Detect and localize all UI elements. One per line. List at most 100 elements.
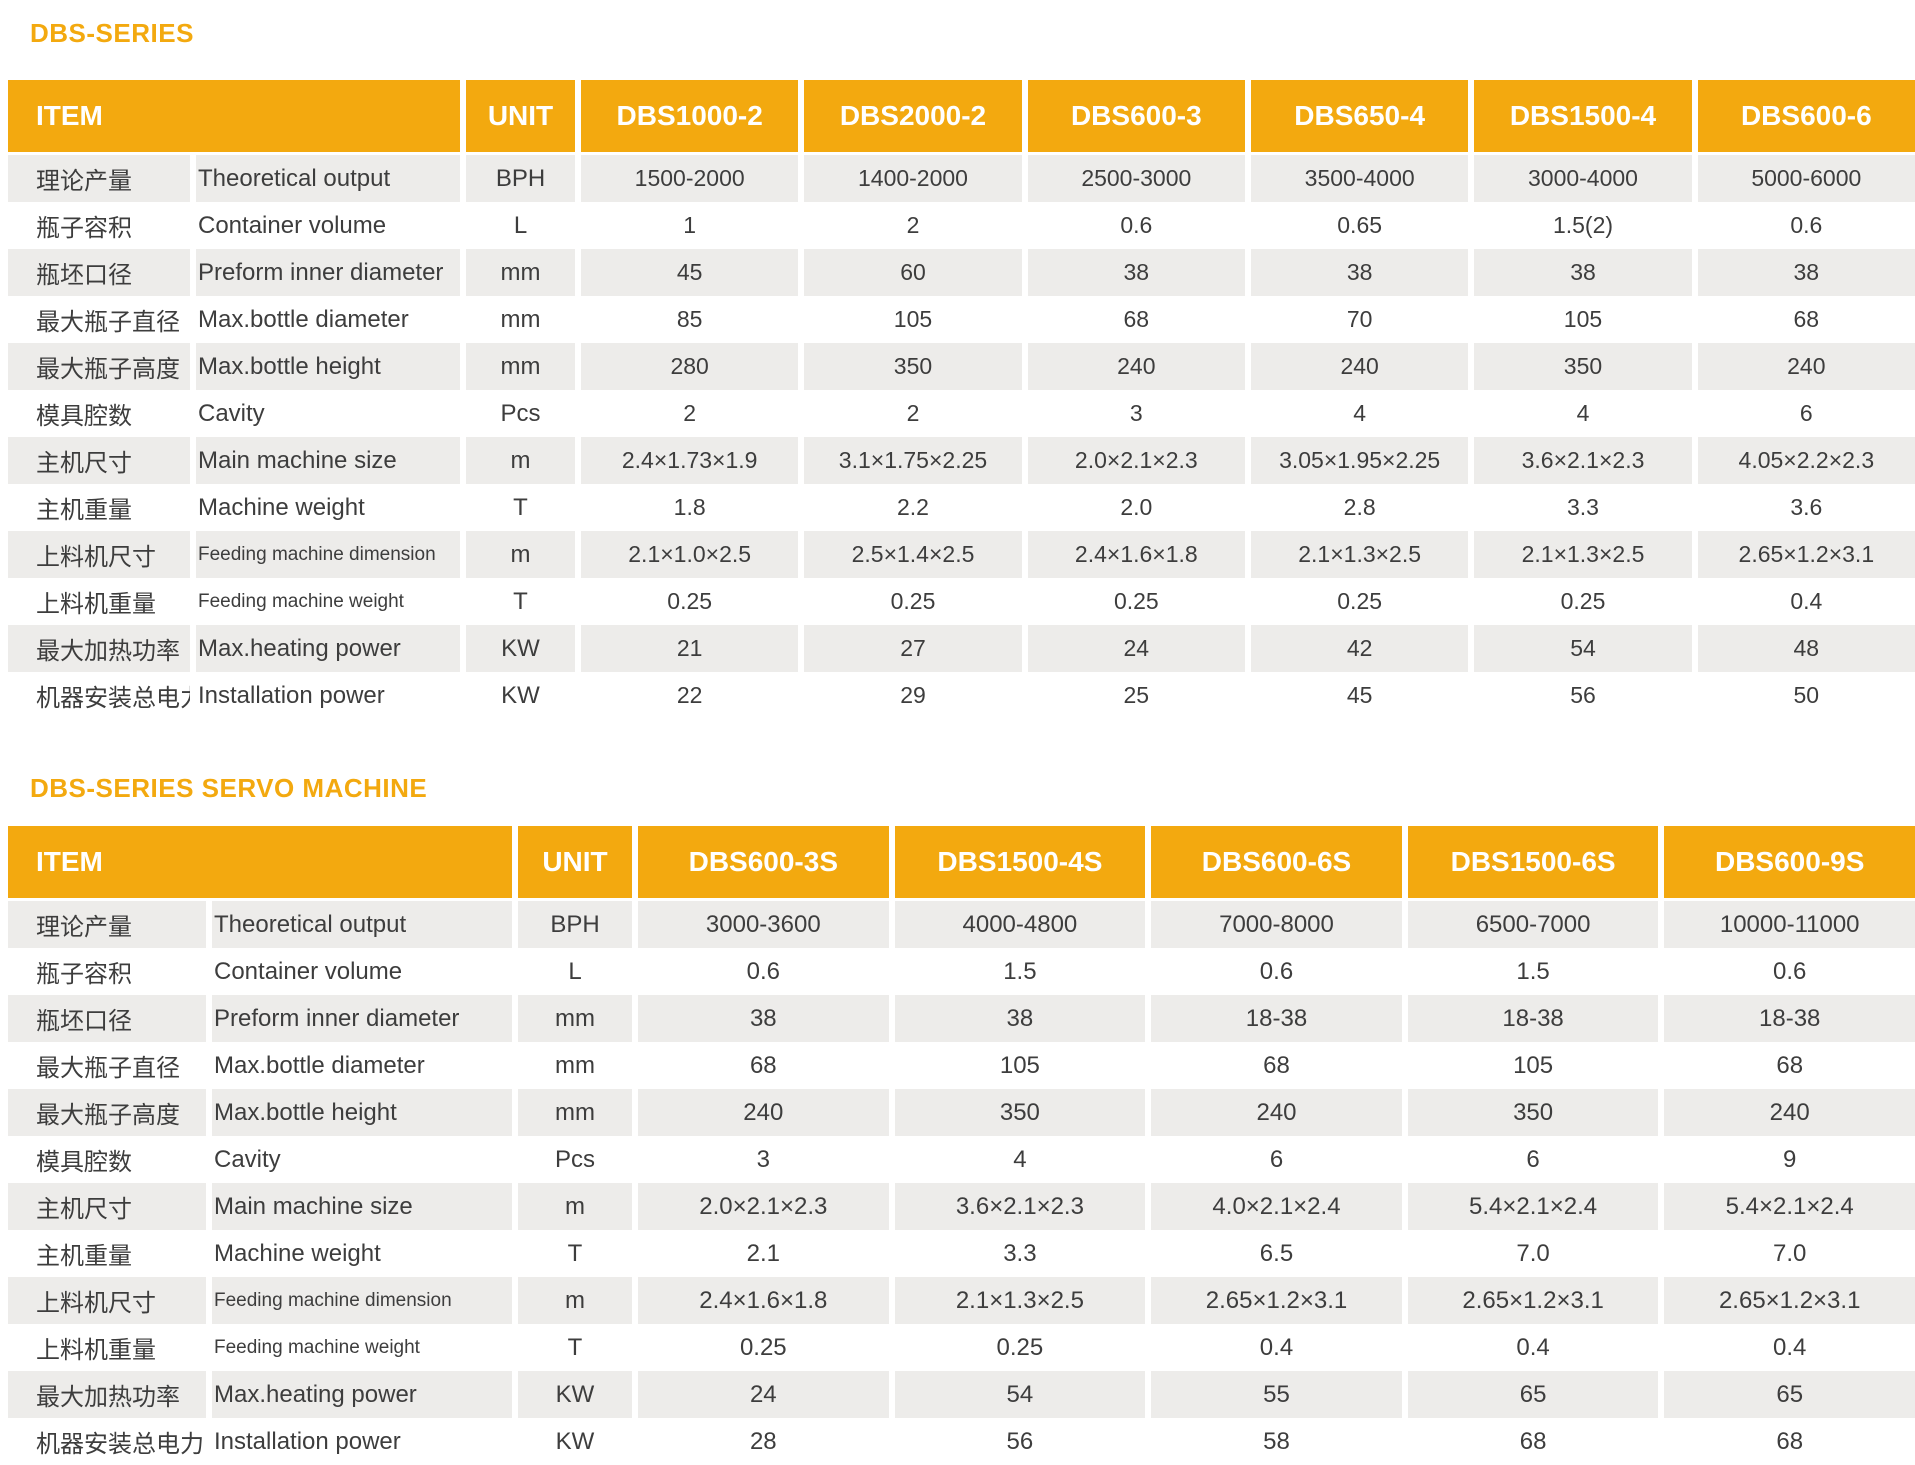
- item-label-en: Machine weight: [214, 1239, 381, 1267]
- spec-value: 0.6: [746, 957, 780, 985]
- spec-value: 0.4: [1259, 1333, 1294, 1361]
- table-row: 模具腔数 Cavity Pcs 2 2 3 4 4 6: [8, 390, 1915, 437]
- unit-value: Pcs: [554, 1145, 595, 1173]
- table-row: 上料机尺寸 Feeding machine dimension m 2.4×1.6×1…: [8, 1277, 1915, 1324]
- spec-value: 1.8: [673, 494, 706, 520]
- spec-value: 3: [756, 1145, 770, 1173]
- spec-value: 18-38: [1151, 995, 1402, 1042]
- item-label-en: Main machine size: [196, 437, 460, 484]
- spec-value: 0.25: [996, 1333, 1044, 1361]
- spec-value: 3.1×1.75×2.25: [804, 437, 1022, 484]
- spec-value: 9: [1783, 1145, 1797, 1173]
- spec-value: 22: [676, 682, 703, 708]
- spec-value: 0.25: [1337, 588, 1383, 614]
- spec-value: 54: [894, 1371, 1146, 1418]
- model-column-header: DBS2000-2: [804, 80, 1022, 152]
- item-label-en: Feeding machine dimension: [196, 531, 460, 578]
- unit-value: mm: [466, 343, 575, 390]
- item-label-zh: 瓶子容积: [36, 215, 132, 242]
- unit-value: mm: [500, 305, 541, 333]
- spec-value: 38: [1697, 249, 1915, 296]
- unit-value: T: [567, 1239, 583, 1267]
- table-row: 理论产量 Theoretical output BPH 3000-3600 4000-4…: [8, 901, 1915, 948]
- spec-value: 0.65: [1337, 212, 1383, 238]
- unit-value: T: [567, 1333, 583, 1361]
- model-column-header: DBS1500-4S: [894, 826, 1146, 898]
- model-column-header: DBS600-6S: [1151, 826, 1402, 898]
- spec-value: 7.0: [1773, 1239, 1807, 1267]
- spec-value: 5.4×2.1×2.4: [1407, 1183, 1659, 1230]
- item-label-en: Feeding machine dimension: [212, 1277, 512, 1324]
- table-row: 瓶子容积 Container volume L 0.6 1.5 0.6 1.5 0.6: [8, 948, 1915, 995]
- spec-value: 2.65×1.2×3.1: [1697, 531, 1915, 578]
- table-row: 最大加热功率 Max.heating power KW 21 27 24 42 54 48: [8, 625, 1915, 672]
- spec-value: 2500-3000: [1027, 155, 1245, 202]
- model-column-header: DBS1500-6S: [1407, 826, 1659, 898]
- item-label-zh: 主机尺寸: [8, 1183, 206, 1230]
- table-row: 最大瓶子高度 Max.bottle height mm 240 350 240 350 240: [8, 1089, 1915, 1136]
- spec-value: 240: [1027, 343, 1245, 390]
- spec-value: 0.6: [1259, 957, 1294, 985]
- spec-value: 27: [804, 625, 1022, 672]
- item-label-zh: 最大瓶子直径: [36, 1055, 180, 1082]
- spec-value: 5.4×2.1×2.4: [1664, 1183, 1915, 1230]
- table-row: 上料机重量 Feeding machine weight T 0.25 0.25 0.4 0…: [8, 1324, 1915, 1371]
- spec-value: 240: [1250, 343, 1469, 390]
- item-label-zh: 理论产量: [8, 155, 190, 202]
- spec-value: 45: [581, 249, 799, 296]
- spec-value: 2: [906, 212, 920, 238]
- table-header-row: ITEM UNIT DBS1000-2 DBS2000-2 DBS600-3 DBS650…: [8, 80, 1915, 152]
- spec-value: 68: [1263, 1051, 1290, 1079]
- model-column-header: DBS650-4: [1250, 80, 1469, 152]
- spec-value: 6.5: [1259, 1239, 1294, 1267]
- table-row: 主机尺寸 Main machine size m 2.4×1.73×1.9 3.1×1.…: [8, 437, 1915, 484]
- table-row: 最大瓶子直径 Max.bottle diameter mm 85 105 68 70 105 6…: [8, 296, 1915, 343]
- table-row: 最大瓶子高度 Max.bottle height mm 280 350 240 240 350…: [8, 343, 1915, 390]
- spec-value: 350: [1407, 1089, 1659, 1136]
- spec-value: 105: [1563, 306, 1603, 332]
- item-label-zh: 机器安装总电力: [36, 1431, 204, 1458]
- spec-value: 50: [1793, 682, 1820, 708]
- spec-value: 38: [1027, 249, 1245, 296]
- spec-value: 0.25: [1113, 588, 1159, 614]
- spec-value: 2.0×2.1×2.3: [638, 1183, 889, 1230]
- spec-value: 4: [1013, 1145, 1027, 1173]
- spec-value: 0.4: [1516, 1333, 1550, 1361]
- spec-value: 2.4×1.6×1.8: [638, 1277, 889, 1324]
- unit-value: KW: [555, 1427, 595, 1455]
- spec-value: 4000-4800: [894, 901, 1146, 948]
- unit-value: BPH: [518, 901, 632, 948]
- spec-value: 0.4: [1773, 1333, 1807, 1361]
- item-label-en: Feeding machine weight: [214, 1336, 420, 1358]
- item-label-en: Max.heating power: [196, 625, 460, 672]
- unit-value: BPH: [466, 155, 575, 202]
- spec-value: 3.6×2.1×2.3: [1474, 437, 1692, 484]
- table-row: 瓶坯口径 Preform inner diameter mm 45 60 38 38 38 38: [8, 249, 1915, 296]
- table-row: 最大瓶子直径 Max.bottle diameter mm 68 105 68 105 68: [8, 1042, 1915, 1089]
- spec-value: 68: [1793, 306, 1820, 332]
- item-label-en: Theoretical output: [212, 901, 512, 948]
- spec-value: 55: [1151, 1371, 1402, 1418]
- spec-value: 0.6: [1790, 212, 1823, 238]
- item-label-en: Installation power: [198, 681, 385, 709]
- item-label-zh: 瓶坯口径: [8, 249, 190, 296]
- spec-value: 2.5×1.4×2.5: [804, 531, 1022, 578]
- item-label-zh: 最大瓶子高度: [8, 1089, 206, 1136]
- item-label-zh: 主机重量: [36, 1243, 132, 1270]
- spec-value: 4: [1576, 400, 1590, 426]
- table-title-dbs-series-servo: DBS-SERIES SERVO MACHINE: [30, 773, 428, 803]
- item-label-zh: 理论产量: [8, 901, 206, 948]
- model-column-header: DBS600-3S: [638, 826, 889, 898]
- item-label-zh: 上料机重量: [36, 591, 156, 618]
- spec-value: 45: [1346, 682, 1373, 708]
- unit-value: m: [518, 1183, 632, 1230]
- table-row: 上料机重量 Feeding machine weight T 0.25 0.25 0.25…: [8, 578, 1915, 625]
- unit-value: Pcs: [500, 399, 541, 427]
- item-label-en: Max.bottle diameter: [214, 1051, 425, 1079]
- unit-value: T: [513, 587, 528, 615]
- spec-value: 0.4: [1790, 588, 1823, 614]
- spec-value: 38: [894, 995, 1146, 1042]
- spec-value: 10000-11000: [1664, 901, 1915, 948]
- unit-column-header: UNIT: [466, 80, 575, 152]
- item-label-zh: 瓶坯口径: [8, 995, 206, 1042]
